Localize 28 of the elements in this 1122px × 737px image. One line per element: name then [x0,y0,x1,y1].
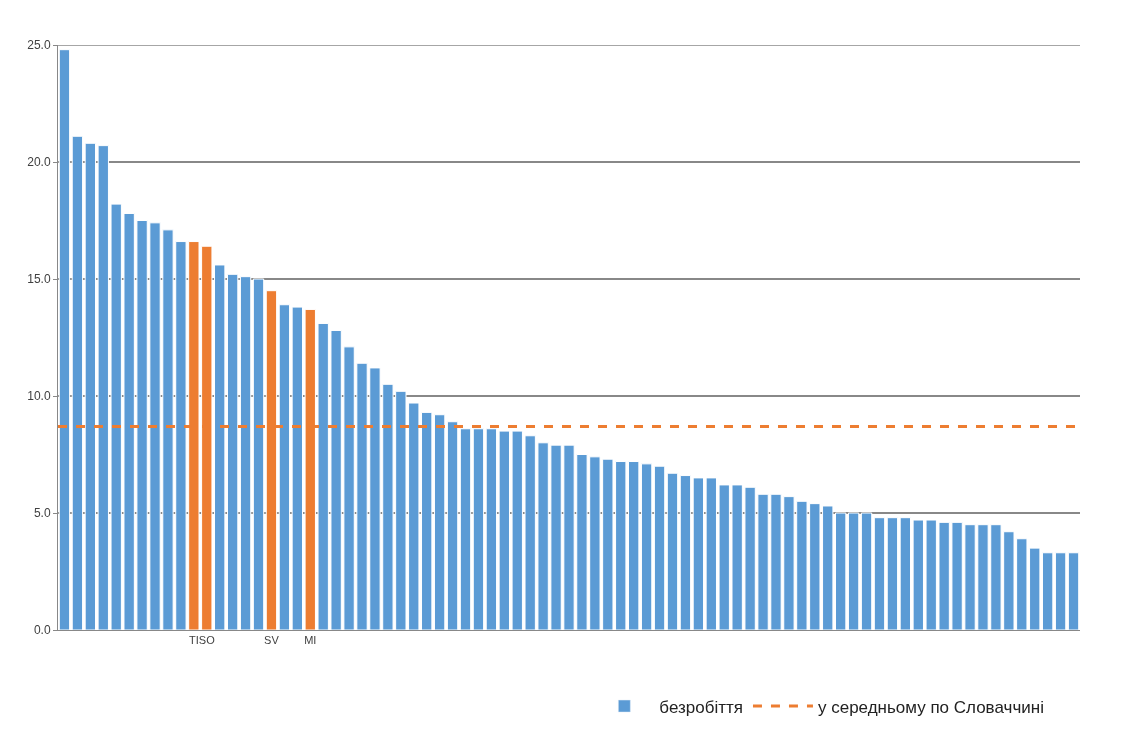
legend-label: безробіття [659,697,743,717]
bar [1067,552,1080,630]
y-tick-label: 25.0 [27,38,51,53]
bar [653,465,666,630]
x-tick-label: TI [188,634,199,647]
x-tick-label: SO [198,634,216,647]
bar [446,421,459,630]
legend-label: у середньому по Словаччині [817,697,1044,717]
bar [58,49,71,630]
bar [278,304,291,630]
x-tick-label: MI [304,634,317,647]
y-tick-label: 0.0 [33,623,51,638]
bar [459,428,472,630]
bar [666,472,679,630]
bar [239,276,252,630]
y-tick-label: 15.0 [27,272,51,287]
y-tick-label: 20.0 [27,155,51,170]
bar [252,278,265,630]
y-tick-label: 10.0 [27,389,51,404]
bar [886,517,899,630]
bar [472,428,485,630]
x-tick-label: SV [264,634,280,647]
bar [873,517,886,630]
bar [71,135,84,630]
bar [860,512,873,630]
bar [679,475,692,630]
y-tick-label: 5.0 [33,506,51,521]
bar [1054,552,1067,630]
